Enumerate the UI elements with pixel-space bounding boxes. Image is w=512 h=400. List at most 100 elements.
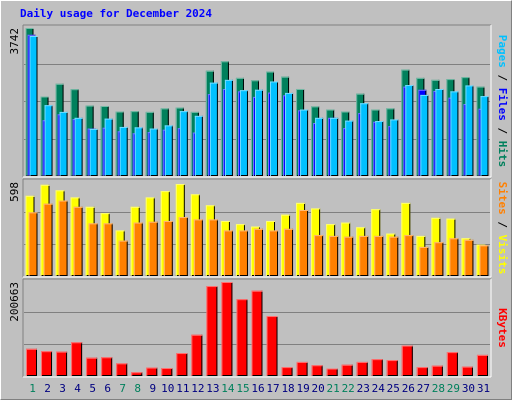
kbytes-bar-day-8	[131, 372, 143, 376]
sites-bar-day-27	[419, 246, 429, 276]
kbytes-bar-day-7	[116, 363, 128, 376]
sites-bar-day-23	[359, 235, 369, 276]
kbytes-bar-day-2	[41, 351, 53, 376]
pages-bar-day-19	[300, 109, 309, 176]
kbytes-bar-day-10	[161, 368, 173, 376]
kbytes-bar-day-3	[56, 351, 68, 376]
pages-bar-day-30	[465, 85, 474, 176]
pages-bar-day-4	[74, 117, 83, 176]
kbytes-bar-day-21	[326, 368, 338, 376]
kbytes-bar-day-16	[251, 290, 263, 376]
x-tick-label: 6	[104, 382, 111, 395]
kbytes-bar-day-4	[71, 342, 83, 376]
kbytes-bar-day-31	[476, 354, 488, 376]
x-tick-label: 12	[191, 382, 204, 395]
sites-bar-day-10	[163, 220, 173, 276]
pages-bar-day-29	[450, 91, 459, 176]
x-tick-label: 26	[402, 382, 415, 395]
x-tick-label: 31	[477, 382, 490, 395]
kbytes-bar-day-19	[296, 361, 308, 376]
pages-bar-day-12	[194, 115, 203, 176]
sites-bar-day-18	[284, 228, 294, 276]
pages-bar-day-2	[44, 105, 53, 176]
pages-bar-day-31	[480, 96, 489, 176]
sites-bar-day-1	[28, 212, 38, 276]
kbytes-bar-day-1	[26, 348, 37, 376]
y-axis-label: Pages / Files / Hits	[496, 35, 509, 168]
x-tick-label: 28	[432, 382, 445, 395]
sites-bar-day-6	[103, 223, 113, 276]
pages-bar-day-5	[89, 128, 98, 176]
y-max-label: 200663	[8, 282, 21, 322]
sites-bar-day-22	[344, 236, 354, 276]
x-tick-label: 23	[357, 382, 370, 395]
x-tick-label: 5	[89, 382, 96, 395]
pages-bar-day-23	[360, 103, 369, 176]
pages-bar-day-24	[375, 121, 384, 176]
kbytes-bar-day-17	[266, 316, 278, 376]
kbytes-bar-day-27	[416, 367, 428, 376]
x-tick-label: 27	[417, 382, 430, 395]
kbytes-bar-day-29	[446, 352, 458, 376]
sites-bar-day-7	[118, 240, 128, 276]
sites-bar-day-12	[193, 219, 203, 276]
sites-bar-day-5	[88, 223, 98, 276]
kbytes-bar-day-24	[371, 359, 383, 376]
kbytes-bar-day-14	[221, 282, 233, 376]
pages-bar-day-8	[134, 127, 143, 176]
pages-bar-day-26	[405, 85, 414, 176]
kbytes-bar-day-23	[356, 361, 368, 376]
x-tick-label: 21	[327, 382, 340, 395]
pages-bar-day-10	[164, 125, 173, 176]
x-tick-label: 16	[251, 382, 264, 395]
sites-bar-day-11	[178, 217, 188, 276]
kbytes-bar-day-26	[401, 345, 413, 376]
sites-bar-day-24	[374, 235, 384, 276]
chart-title: Daily usage for December 2024	[20, 7, 213, 20]
x-tick-label: 13	[206, 382, 219, 395]
kbytes-bar-day-20	[311, 365, 323, 376]
kbytes-bar-day-18	[281, 367, 293, 376]
kbytes-bar-day-13	[206, 286, 218, 376]
sites-bar-day-20	[314, 235, 324, 276]
x-tick-label: 25	[387, 382, 400, 395]
kbytes-bar-day-12	[191, 334, 203, 376]
sites-bar-day-28	[434, 242, 444, 276]
sites-bar-day-21	[329, 235, 339, 276]
pages-bar-day-25	[390, 119, 399, 176]
kbytes-bar-day-25	[386, 360, 398, 376]
kbytes-bar-day-15	[236, 299, 248, 376]
sites-bar-day-16	[253, 228, 263, 276]
pages-bar-day-20	[315, 117, 324, 176]
pages-bar-day-18	[285, 92, 294, 176]
pages-bar-day-22	[345, 120, 354, 176]
x-tick-label: 18	[281, 382, 294, 395]
y-max-label: 598	[8, 182, 21, 202]
x-tick-label: 19	[296, 382, 309, 395]
kbytes-bar-day-5	[86, 357, 98, 376]
x-tick-label: 9	[149, 382, 156, 395]
x-tick-label: 29	[447, 382, 460, 395]
x-tick-label: 1	[29, 382, 36, 395]
x-tick-label: 11	[176, 382, 189, 395]
sites-bar-day-19	[299, 209, 309, 276]
sites-bar-day-30	[464, 239, 474, 276]
sites-bar-day-26	[404, 235, 414, 276]
pages-bar-day-3	[59, 111, 68, 176]
pages-bar-day-11	[179, 111, 188, 176]
sites-bar-day-3	[58, 200, 68, 276]
x-tick-label: 3	[59, 382, 66, 395]
pages-bar-day-9	[149, 128, 158, 176]
x-tick-label: 17	[266, 382, 279, 395]
pages-bar-day-14	[224, 79, 233, 176]
sites-bar-day-13	[208, 219, 218, 276]
kbytes-bar-day-9	[146, 367, 158, 376]
sites-bar-day-31	[479, 245, 489, 276]
x-tick-label: 30	[462, 382, 475, 395]
x-tick-label: 4	[74, 382, 81, 395]
pages-bar-day-28	[435, 88, 444, 176]
sites-bar-day-17	[269, 230, 279, 276]
x-tick-label: 8	[134, 382, 141, 395]
pages-bar-day-6	[104, 118, 113, 176]
